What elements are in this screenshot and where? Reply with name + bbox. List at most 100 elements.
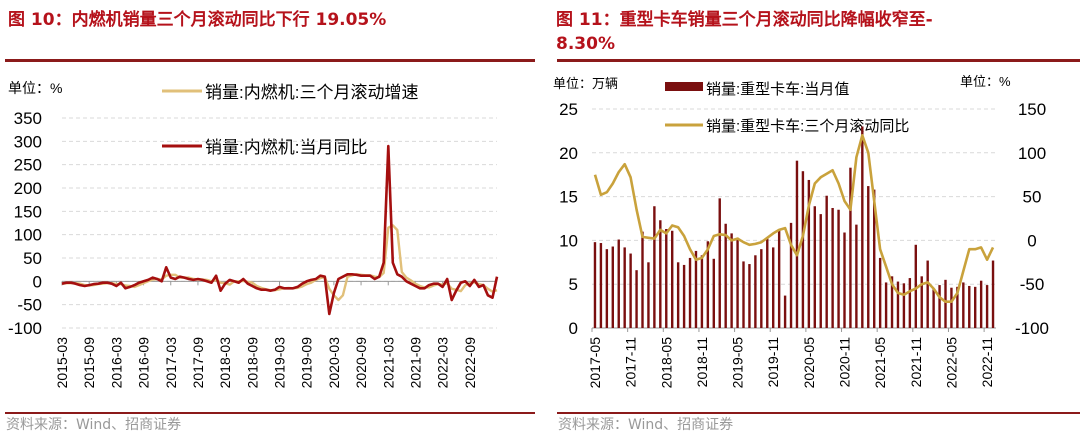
bar xyxy=(635,270,638,328)
right-right-unit-label: 单位：% xyxy=(960,74,1011,89)
y-tick-label: -100 xyxy=(8,319,42,338)
x-tick-label: 2017-05 xyxy=(587,337,603,389)
x-tick-label: 2018-09 xyxy=(244,337,260,389)
bar xyxy=(873,189,876,328)
bar xyxy=(938,285,941,328)
left-chart: 单位：% 销量:内燃机:三个月滚动增速 销量:内燃机:当月同比 350 300 25… xyxy=(8,80,499,389)
bar xyxy=(831,207,834,328)
x-tick-label: 2019-11 xyxy=(765,337,781,388)
bar xyxy=(641,231,644,328)
bar xyxy=(736,237,739,328)
x-tick-label: 2019-03 xyxy=(272,337,288,389)
left-chart-title: 图 10：内燃机销量三个月滚动同比下行 19.05% xyxy=(8,10,387,30)
legend-label-monthly: 销量:内燃机:当月同比 xyxy=(205,138,367,157)
bar xyxy=(896,281,900,328)
y-left-tick-label: 20 xyxy=(559,144,578,163)
x-tick-label: 2019-05 xyxy=(730,337,746,389)
x-tick-label: 2016-03 xyxy=(108,337,124,389)
x-tick-label: 2020-11 xyxy=(837,337,853,388)
x-tick-label: 2015-03 xyxy=(54,337,70,389)
legend-swatch-bar xyxy=(665,82,703,91)
bar xyxy=(653,206,656,328)
x-tick-label: 2017-09 xyxy=(190,337,206,389)
x-tick-label: 2021-11 xyxy=(908,337,924,388)
right-bottom-rule xyxy=(557,412,1080,414)
y-tick-label: 300 xyxy=(14,132,42,151)
bar xyxy=(884,282,888,328)
bar xyxy=(766,238,769,328)
x-tick-label: 2021-09 xyxy=(407,337,423,389)
bar xyxy=(593,242,597,328)
x-tick-label: 2020-05 xyxy=(801,337,817,389)
bar xyxy=(920,276,923,328)
bar xyxy=(599,243,603,328)
left-title-rule xyxy=(5,59,535,62)
bar xyxy=(950,287,953,328)
y-tick-label: 50 xyxy=(23,249,42,268)
y-left-tick-label: 5 xyxy=(569,275,578,294)
bar xyxy=(974,286,977,328)
bar xyxy=(724,223,727,328)
y-left-tick-label: 10 xyxy=(559,231,578,250)
x-tick-label: 2018-11 xyxy=(694,337,710,388)
bar xyxy=(867,186,870,328)
y-tick-label: 100 xyxy=(14,226,42,245)
bar xyxy=(772,247,775,328)
y-right-tick-label: -100 xyxy=(1015,319,1049,338)
bar xyxy=(694,250,698,328)
legend-label-bar: 销量:重型卡车:当月值 xyxy=(706,81,849,98)
bar xyxy=(688,257,692,328)
right-title-rule xyxy=(557,59,1080,62)
bar xyxy=(932,289,935,328)
y-tick-label: 350 xyxy=(14,109,42,128)
y-tick-label: 200 xyxy=(14,179,42,198)
bar xyxy=(843,232,846,328)
bar xyxy=(968,285,971,328)
bar xyxy=(795,160,799,328)
bar xyxy=(706,241,710,328)
bar xyxy=(718,198,721,328)
bar xyxy=(837,209,840,328)
y-left-tick-label: 25 xyxy=(559,100,578,119)
x-tick-label: 2017-11 xyxy=(623,337,639,388)
x-tick-label: 2016-09 xyxy=(136,337,152,389)
bar xyxy=(979,280,983,328)
x-tick-label: 2018-05 xyxy=(658,337,674,389)
bar xyxy=(890,276,894,328)
bar xyxy=(914,244,917,328)
right-chart-title: 图 11：重型卡车销量三个月滚动同比降幅收窄至- 8.30% xyxy=(556,8,933,56)
bar xyxy=(760,249,763,328)
bar xyxy=(861,126,864,329)
bar xyxy=(617,239,620,328)
x-tick-label: 2022-09 xyxy=(462,337,478,389)
bar xyxy=(801,171,805,328)
y-tick-label: 250 xyxy=(14,156,42,175)
bar xyxy=(647,262,650,328)
bar xyxy=(944,279,947,328)
left-gridlines xyxy=(62,117,497,329)
x-tick-label: 2020-03 xyxy=(326,337,342,389)
y-tick-label: -50 xyxy=(17,296,42,315)
y-tick-label: 150 xyxy=(14,202,42,221)
bar xyxy=(991,260,995,328)
left-bottom-rule xyxy=(5,412,535,414)
bar xyxy=(605,249,609,328)
y-left-tick-label: 0 xyxy=(569,319,578,338)
y-right-tick-label: 0 xyxy=(1027,231,1036,250)
x-tick-label: 2020-09 xyxy=(353,337,369,389)
x-tick-label: 2015-09 xyxy=(81,337,97,389)
series-line-rolling-yoy xyxy=(593,134,995,304)
x-tick-label: 2022-03 xyxy=(435,337,451,389)
right-left-unit-label: 单位：万辆 xyxy=(553,76,618,91)
bar xyxy=(676,262,680,328)
y-right-tick-label: -50 xyxy=(1020,275,1045,294)
legend-label-line: 销量:重型卡车:三个月滚动同比 xyxy=(706,118,909,135)
y-tick-label: 0 xyxy=(33,272,42,291)
bar xyxy=(777,229,781,328)
bar xyxy=(849,167,852,328)
bar xyxy=(819,214,822,328)
bar xyxy=(855,224,858,328)
bar xyxy=(926,260,929,328)
x-tick-label: 2022-11 xyxy=(979,337,995,388)
y-right-tick-label: 100 xyxy=(1018,144,1046,163)
